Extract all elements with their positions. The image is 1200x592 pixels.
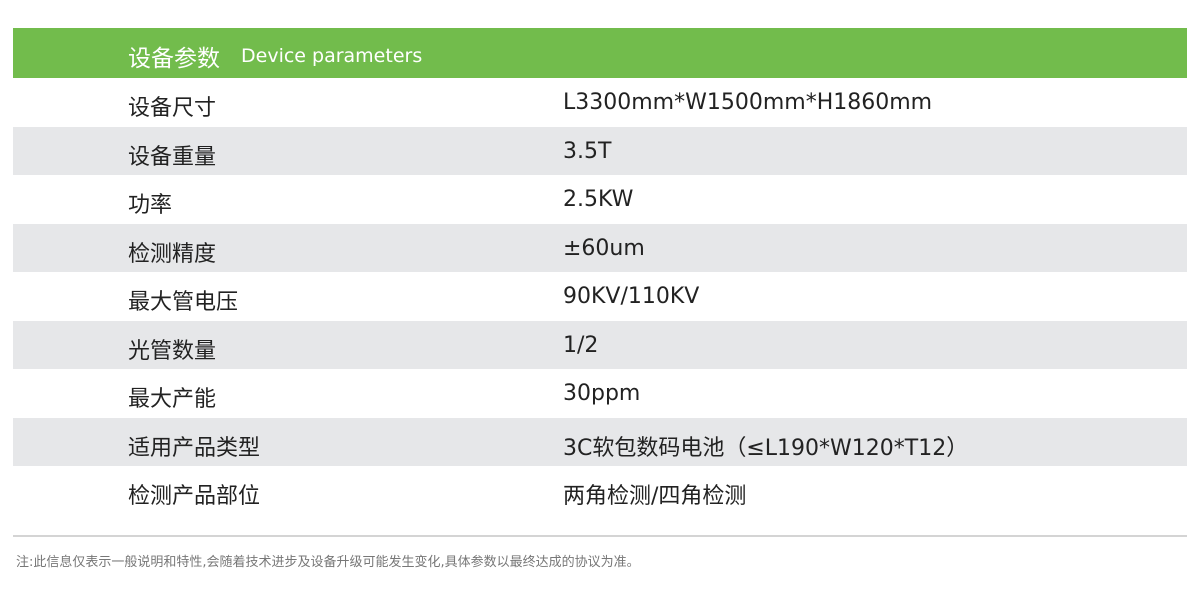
section-header: 设备参数 Device parameters bbox=[13, 28, 1187, 78]
param-value: ±60um bbox=[563, 235, 645, 261]
param-label: 设备尺寸 bbox=[128, 96, 217, 121]
param-value: 90KV/110KV bbox=[563, 284, 700, 309]
parameters-table: 设备尺寸 L3300mm*W1500mm*H1860mm 设备重量 3.5T 功率 2… bbox=[13, 78, 1187, 515]
param-value: 3C软包数码电池（≤L190*W120*T12） bbox=[563, 435, 969, 461]
param-value: 两角检测/四角检测 bbox=[563, 484, 747, 509]
divider bbox=[13, 535, 1187, 537]
param-label: 最大管电压 bbox=[128, 290, 239, 315]
table-row: 设备重量 3.5T bbox=[13, 126, 1187, 175]
table-row: 光管数量 1/2 bbox=[13, 320, 1187, 369]
param-label: 检测产品部位 bbox=[128, 484, 261, 509]
table-row: 检测产品部位 两角检测/四角检测 bbox=[13, 466, 1187, 515]
param-label: 功率 bbox=[128, 193, 173, 218]
table-row: 设备尺寸 L3300mm*W1500mm*H1860mm bbox=[13, 78, 1187, 127]
param-value: 30ppm bbox=[563, 381, 641, 406]
param-label: 设备重量 bbox=[128, 144, 217, 170]
param-value: L3300mm*W1500mm*H1860mm bbox=[563, 90, 933, 115]
param-label: 最大产能 bbox=[128, 387, 217, 412]
section-title-en: Device parameters bbox=[241, 45, 423, 67]
table-row: 检测精度 ±60um bbox=[13, 223, 1187, 272]
table-row: 功率 2.5KW bbox=[13, 175, 1187, 224]
param-value: 2.5KW bbox=[563, 187, 634, 212]
table-row: 最大产能 30ppm bbox=[13, 369, 1187, 418]
param-label: 适用产品类型 bbox=[128, 435, 261, 461]
param-label: 检测精度 bbox=[128, 241, 217, 267]
section-title-zh: 设备参数 bbox=[128, 46, 220, 72]
param-label: 光管数量 bbox=[128, 338, 217, 364]
param-value: 3.5T bbox=[563, 138, 612, 164]
disclaimer-note: 注:此信息仅表示一般说明和特性,会随着技术进步及设备升级可能发生变化,具体参数以… bbox=[16, 555, 640, 570]
param-value: 1/2 bbox=[563, 332, 599, 358]
table-row: 适用产品类型 3C软包数码电池（≤L190*W120*T12） bbox=[13, 417, 1187, 466]
table-row: 最大管电压 90KV/110KV bbox=[13, 272, 1187, 321]
